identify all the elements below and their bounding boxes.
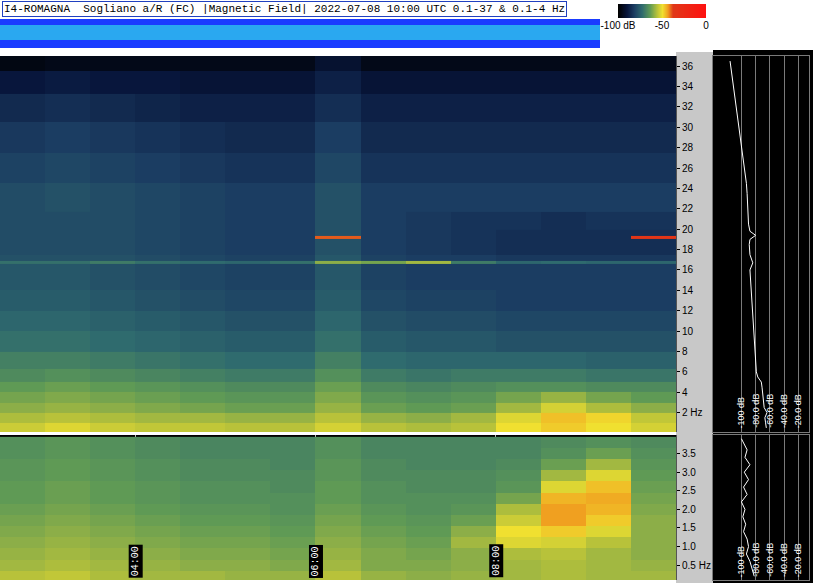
- svg-text:24: 24: [682, 183, 694, 194]
- svg-text:-40.0 dB: -40.0 dB: [779, 394, 789, 428]
- svg-text:14: 14: [682, 285, 694, 296]
- svg-text:-50: -50: [655, 20, 670, 31]
- svg-text:1.5: 1.5: [682, 522, 696, 533]
- svg-text:06:00: 06:00: [310, 546, 321, 576]
- svg-text:1.0: 1.0: [682, 541, 696, 552]
- svg-text:32: 32: [682, 101, 694, 112]
- svg-text:16: 16: [682, 264, 694, 275]
- svg-text:20: 20: [682, 224, 694, 235]
- svg-text:-60.0 dB: -60.0 dB: [765, 543, 775, 577]
- svg-text:-60.0 dB: -60.0 dB: [765, 394, 775, 428]
- svg-text:04:00: 04:00: [130, 546, 141, 576]
- svg-text:-100 dB: -100 dB: [600, 20, 635, 31]
- svg-text:30: 30: [682, 122, 694, 133]
- svg-text:4: 4: [682, 387, 688, 398]
- svg-text:2.0: 2.0: [682, 504, 696, 515]
- svg-text:0.5 Hz: 0.5 Hz: [682, 560, 711, 571]
- svg-text:3.0: 3.0: [682, 467, 696, 478]
- svg-text:2 Hz: 2 Hz: [682, 407, 703, 418]
- svg-text:-20.0 dB: -20.0 dB: [793, 394, 803, 428]
- svg-text:8: 8: [682, 346, 688, 357]
- svg-text:-80.0 dB: -80.0 dB: [751, 543, 761, 577]
- svg-text:-80.0 dB: -80.0 dB: [751, 394, 761, 428]
- svg-text:08:00: 08:00: [491, 546, 502, 576]
- svg-text:10: 10: [682, 326, 694, 337]
- svg-text:-100 dB: -100 dB: [736, 546, 746, 578]
- svg-text:-20.0 dB: -20.0 dB: [793, 543, 803, 577]
- svg-text:34: 34: [682, 81, 694, 92]
- svg-text:-40.0 dB: -40.0 dB: [779, 543, 789, 577]
- svg-text:36: 36: [682, 61, 694, 72]
- svg-text:6: 6: [682, 366, 688, 377]
- svg-text:12: 12: [682, 305, 694, 316]
- svg-text:22: 22: [682, 203, 694, 214]
- svg-text:28: 28: [682, 142, 694, 153]
- svg-text:18: 18: [682, 244, 694, 255]
- svg-text:3.5: 3.5: [682, 448, 696, 459]
- svg-text:2.5: 2.5: [682, 485, 696, 496]
- svg-text:0: 0: [703, 20, 709, 31]
- svg-text:26: 26: [682, 163, 694, 174]
- svg-text:-100 dB: -100 dB: [736, 397, 746, 429]
- svg-text:I4-ROMAGNA Sogliano a/R (FC): I4-ROMAGNA Sogliano a/R (FC) |Magnetic F…: [4, 3, 565, 15]
